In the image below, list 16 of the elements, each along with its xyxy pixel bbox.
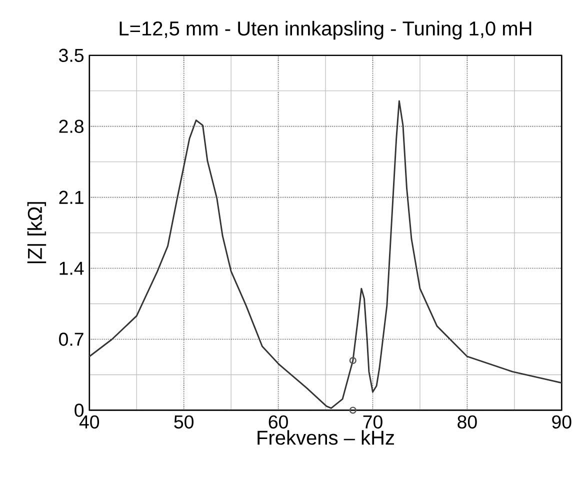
x-axis-title: Frekvens – kHz [258,430,394,445]
x-tick-label: 50 [174,415,194,428]
y-axis-title: |Z| [kΩ] [27,202,46,264]
line-series [88,100,562,409]
y-tick-label: 1.4 [60,262,84,275]
y-tick-label: 0 [74,403,84,417]
chart-title: L=12,5 mm - Uten innkapsling - Tuning 1,0 mH [120,20,532,40]
x-tick-label: 40 [79,415,100,428]
y-tick-label: 0.7 [59,332,84,346]
y-tick-label: 2.1 [59,190,84,204]
x-tick-label: 90 [552,415,572,428]
x-tick-label: 60 [268,415,288,428]
y-tick-label: 2.8 [59,120,84,133]
x-tick-label: 70 [363,415,382,428]
x-tick-label: 80 [458,415,477,428]
y-tick-label: 3.5 [59,48,84,62]
